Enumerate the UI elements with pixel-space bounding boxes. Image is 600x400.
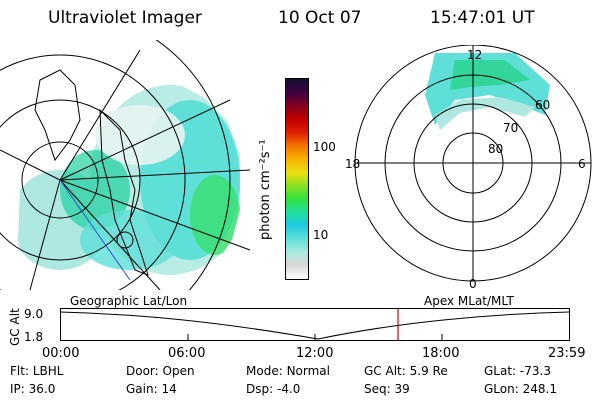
polar-mlt-0: 0 [469, 277, 477, 290]
timeline-ytick-low: 1.8 [24, 330, 44, 344]
timeline-xtick-1800: 18:00 [422, 346, 460, 361]
polar-lat-80: 80 [488, 142, 503, 156]
timeline-xtick-1200: 12:00 [296, 346, 334, 361]
polar-mlt-6: 6 [578, 157, 586, 171]
polar-lat-60: 60 [535, 98, 550, 112]
timeline-xtick-0600: 06:00 [168, 346, 206, 361]
timeline-xtick-0000: 00:00 [42, 346, 80, 361]
colorbar-tick-100: 100 [313, 140, 336, 154]
timeline-xtick-2359: 23:59 [548, 346, 586, 361]
polar-lat-70: 70 [503, 121, 518, 135]
instrument-title: Ultraviolet Imager [48, 8, 202, 28]
info-gc-alt: GC Alt: 5.9 Re [364, 364, 448, 378]
info-door: Door: Open [126, 364, 195, 378]
info-glat: GLat: -73.3 [484, 364, 551, 378]
colorbar-tick-10: 10 [313, 228, 329, 242]
info-flt: Flt: LBHL [10, 364, 64, 378]
info-ip: IP: 36.0 [10, 382, 56, 396]
timeline-ytick-high: 9.0 [24, 307, 44, 321]
info-mode: Mode: Normal [246, 364, 330, 378]
info-seq: Seq: 39 [364, 382, 410, 396]
observation-date: 10 Oct 07 [278, 8, 362, 28]
altitude-timeline-plot [60, 308, 570, 341]
geographic-map-panel [0, 40, 251, 290]
info-dsp: Dsp: -4.0 [246, 382, 301, 396]
observation-time: 15:47:01 UT [430, 8, 535, 28]
timeline-axis-label: GC Alt [8, 308, 22, 346]
colorbar-unit-label: photon cm⁻²s⁻¹ [258, 139, 273, 240]
photon-colorbar [285, 78, 309, 280]
polar-mlt-18: 18 [345, 157, 360, 171]
info-gain: Gain: 14 [126, 382, 177, 396]
timeline-right-label: Apex MLat/MLT [424, 294, 514, 308]
timeline-left-label: Geographic Lat/Lon [70, 294, 188, 308]
magnetic-polar-plot: 80 70 60 12 18 6 0 [345, 45, 592, 290]
info-glon: GLon: 248.1 [484, 382, 557, 396]
polar-mlt-12: 12 [467, 48, 482, 62]
